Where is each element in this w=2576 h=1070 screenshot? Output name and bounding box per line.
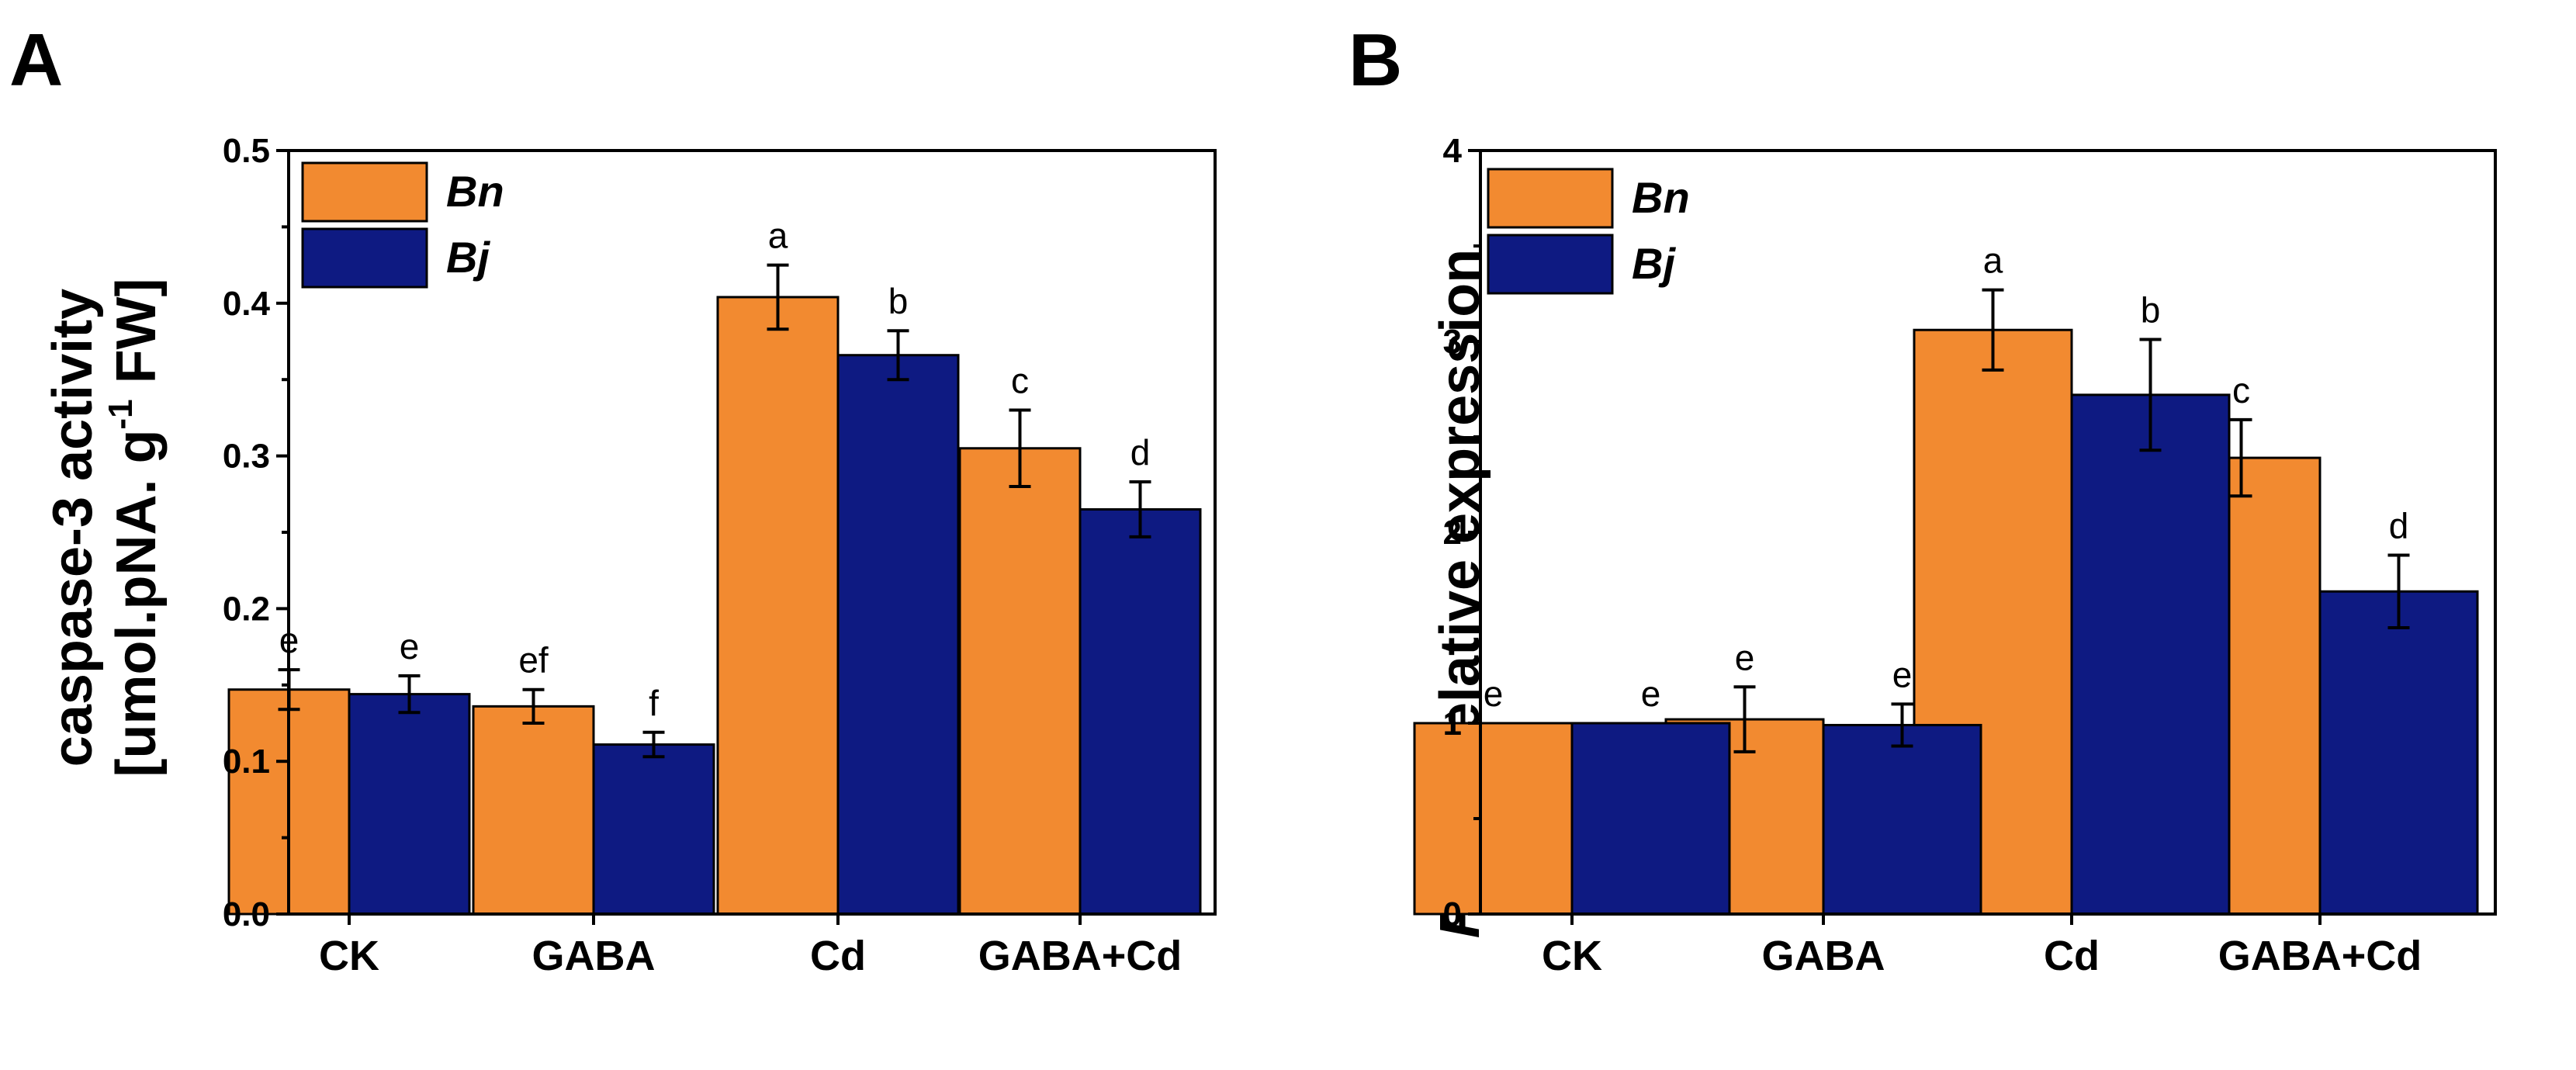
bar-bn-ck	[1413, 722, 1574, 916]
y-tick-label: 4	[1443, 132, 1463, 170]
significance-letter: d	[2389, 506, 2409, 546]
legend-label-bj: Bj	[1632, 239, 1676, 288]
significance-letter: e	[1735, 637, 1755, 677]
significance-letter: b	[2141, 290, 2161, 331]
error-bar	[767, 263, 789, 331]
error-bar	[887, 329, 909, 382]
x-tick-label: GABA+Cd	[978, 933, 1182, 979]
bar-bj-cd	[2070, 393, 2231, 916]
bar-bj-gaba-cd	[1079, 507, 1202, 916]
x-tick-label: CK	[319, 933, 379, 979]
y-tick-label: 0.5	[223, 132, 270, 170]
bar-bj-gaba-cd	[2318, 590, 2479, 916]
bar-bn-gaba	[472, 705, 595, 916]
bar-bn-cd	[716, 296, 840, 916]
y-axis-title-line2: [umol.pNA. g-1 FW]	[102, 279, 168, 777]
x-tick-label: GABA	[532, 933, 656, 979]
significance-letter: c	[1011, 361, 1029, 401]
bar-bj-gaba	[1822, 723, 1982, 916]
x-tick-label: GABA+Cd	[2218, 933, 2422, 979]
significance-letter: ef	[518, 640, 549, 680]
bar-bj-ck	[348, 693, 471, 916]
error-bar	[2230, 417, 2252, 498]
significance-letter: d	[1130, 432, 1151, 473]
error-bar	[1982, 288, 2004, 372]
bar-bj-gaba	[592, 743, 715, 916]
y-tick-label: 0.4	[223, 285, 271, 323]
error-bar	[1009, 408, 1031, 488]
legend-label-bn: Bn	[446, 167, 504, 216]
bar-bj-cd	[836, 354, 960, 916]
error-bar	[522, 687, 545, 725]
x-tick-label: GABA	[1762, 933, 1885, 979]
y-tick-label: 0.1	[223, 743, 270, 781]
error-bar	[398, 674, 421, 715]
x-tick-label: CK	[1542, 933, 1602, 979]
y-tick-label: 0.2	[223, 590, 270, 628]
bar-bj-ck	[1570, 722, 1731, 916]
significance-letter: c	[2232, 370, 2250, 410]
significance-letter: e	[1892, 654, 1913, 694]
panel-a: A caspase-3 activity [umol.pNA. g-1 FW] …	[9, 19, 1217, 979]
y-tick-label: 0.3	[223, 438, 270, 476]
legend-swatch-bn	[301, 161, 428, 223]
y-tick-label: 1	[1443, 705, 1462, 743]
error-bar	[1733, 685, 1756, 753]
legend-swatch-bn	[1487, 168, 1614, 229]
y-tick-label: 0.0	[223, 895, 270, 933]
legend-label-bj: Bj	[446, 233, 490, 282]
significance-letter: e	[1641, 674, 1661, 714]
significance-letter: e	[400, 626, 420, 667]
error-bar	[642, 730, 665, 759]
significance-letter: a	[768, 216, 788, 256]
significance-letter: f	[649, 683, 659, 723]
x-tick-label: Cd	[810, 933, 866, 979]
bar-bn-gaba-cd	[958, 447, 1082, 916]
legend-swatch-bj	[1487, 234, 1614, 295]
y-tick-label: 0	[1443, 895, 1462, 933]
error-bar	[1129, 480, 1151, 538]
significance-letter: e	[1484, 674, 1504, 714]
legend-label-bn: Bn	[1632, 173, 1690, 222]
significance-letter: b	[888, 281, 909, 321]
y-tick-label: 3	[1443, 323, 1462, 361]
legend-swatch-bj	[301, 227, 428, 289]
error-bar	[1891, 702, 1913, 748]
panel-label: A	[9, 19, 63, 102]
y-axis-title: caspase-3 activity [umol.pNA. g-1 FW]	[42, 279, 168, 777]
panel-b: B PBA1 Relative expression eeaceebd01234…	[1349, 19, 2497, 979]
error-bar	[2387, 553, 2410, 629]
error-bar	[2139, 338, 2162, 452]
y-axis-title-line1: caspase-3 activity	[42, 289, 104, 767]
significance-letter: a	[1983, 241, 2003, 281]
x-tick-label: Cd	[2044, 933, 2100, 979]
panel-label: B	[1349, 19, 1402, 102]
y-tick-label: 2	[1443, 514, 1462, 552]
